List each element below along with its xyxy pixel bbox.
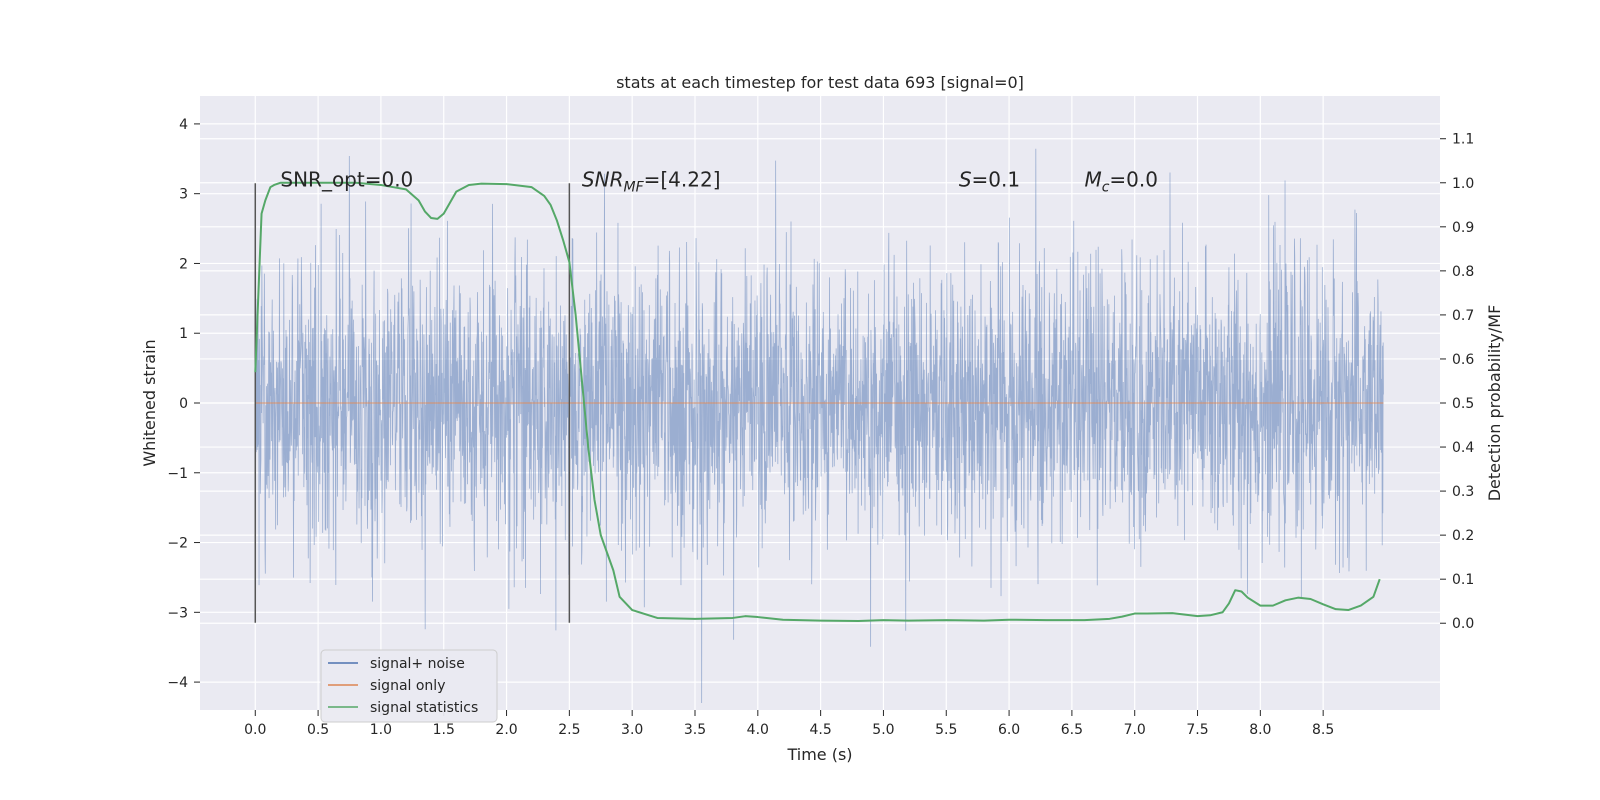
x-tick-label: 2.0 [495,722,517,738]
x-tick-label: 1.0 [370,722,392,738]
vertical-lines [254,183,571,623]
series-signal-noise [254,148,1384,704]
y2-tick-label: 0.9 [1452,220,1474,236]
x-tick-label: 8.0 [1249,722,1271,738]
y-tick-label: 3 [179,187,188,203]
x-tick-label: 6.0 [998,722,1020,738]
y2-tick-label: 0.2 [1452,528,1474,544]
x-tick-label: 0.5 [307,722,329,738]
y2-tick-label: 0.7 [1452,308,1474,324]
x-tick-label: 4.5 [809,722,831,738]
annotation-s-0-1: S=0.1 [959,168,1020,192]
x-tick-label: 8.5 [1312,722,1334,738]
annotation-m-c-0-0: Mc=0.0 [1084,168,1158,196]
signal-statistics-line [254,181,1381,623]
legend-label-signal-noise: signal+ noise [370,656,465,672]
y-tick-label: −2 [167,536,188,552]
legend-label-signal-statistics: signal statistics [370,700,478,716]
y2-tick-label: 0.4 [1452,440,1474,456]
y-tick-label: −4 [167,675,188,691]
x-tick-label: 1.5 [433,722,455,738]
x-axis-label: Time (s) [786,745,852,764]
y2-tick-label: 0.6 [1452,352,1474,368]
chart-title: stats at each timestep for test data 693… [616,73,1024,92]
y2-tick-label: 0.3 [1452,484,1474,500]
y2-tick-label: 1.1 [1452,132,1474,148]
y-tick-label: 2 [179,256,188,272]
y-axis-label: Whitened strain [140,339,159,466]
x-tick-label: 7.0 [1124,722,1146,738]
legend: signal+ noise signal only signal statist… [320,649,498,723]
y2-tick-label: 0.8 [1452,264,1474,280]
signal-noise-line [254,148,1384,704]
legend-label-signal-only: signal only [370,678,445,694]
y-tick-label: −1 [167,466,188,482]
x-tick-label: 6.5 [1061,722,1083,738]
y2-axis-label: Detection probability/MF [1485,305,1504,502]
y-tick-label: 4 [179,117,188,133]
y2-tick-label: 0.1 [1452,572,1474,588]
series-signal-statistics [254,181,1381,623]
x-tick-label: 5.5 [935,722,957,738]
annotation-snr-opt-0-0: SNR_opt=0.0 [280,168,413,192]
x-tick-label: 3.5 [684,722,706,738]
y2-tick-label: 0.0 [1452,616,1474,632]
x-axis-ticks: 0.0 0.5 1.0 1.5 2.0 2.5 3.0 3.5 4.0 4.5 5.0 5.5 6.0 6… [244,710,1334,738]
y2-axis-ticks: 0.0 0.1 0.2 0.3 0.4 0.5 0.6 0.7 0.8 0.9 1.0 1.1 [1440,132,1474,632]
annotations: SNR_opt=0.0 SNRMF=[4.22] S=0.1 Mc=0.0 [280,168,1158,196]
y-tick-label: −3 [167,605,188,621]
annotation-snr-mf-4-22: SNRMF=[4.22] [582,168,721,196]
x-tick-label: 5.0 [872,722,894,738]
x-tick-label: 3.0 [621,722,643,738]
x-tick-label: 2.5 [558,722,580,738]
y2-tick-label: 1.0 [1452,176,1474,192]
legend-box [320,649,498,723]
x-tick-label: 4.0 [747,722,769,738]
y-tick-label: 1 [179,326,188,342]
y2-tick-label: 0.5 [1452,396,1474,412]
y-tick-label: 0 [179,396,188,412]
y-axis-ticks: −4 −3 −2 −1 0 1 2 3 4 [167,117,200,691]
x-tick-label: 0.0 [244,722,266,738]
x-tick-label: 7.5 [1186,722,1208,738]
